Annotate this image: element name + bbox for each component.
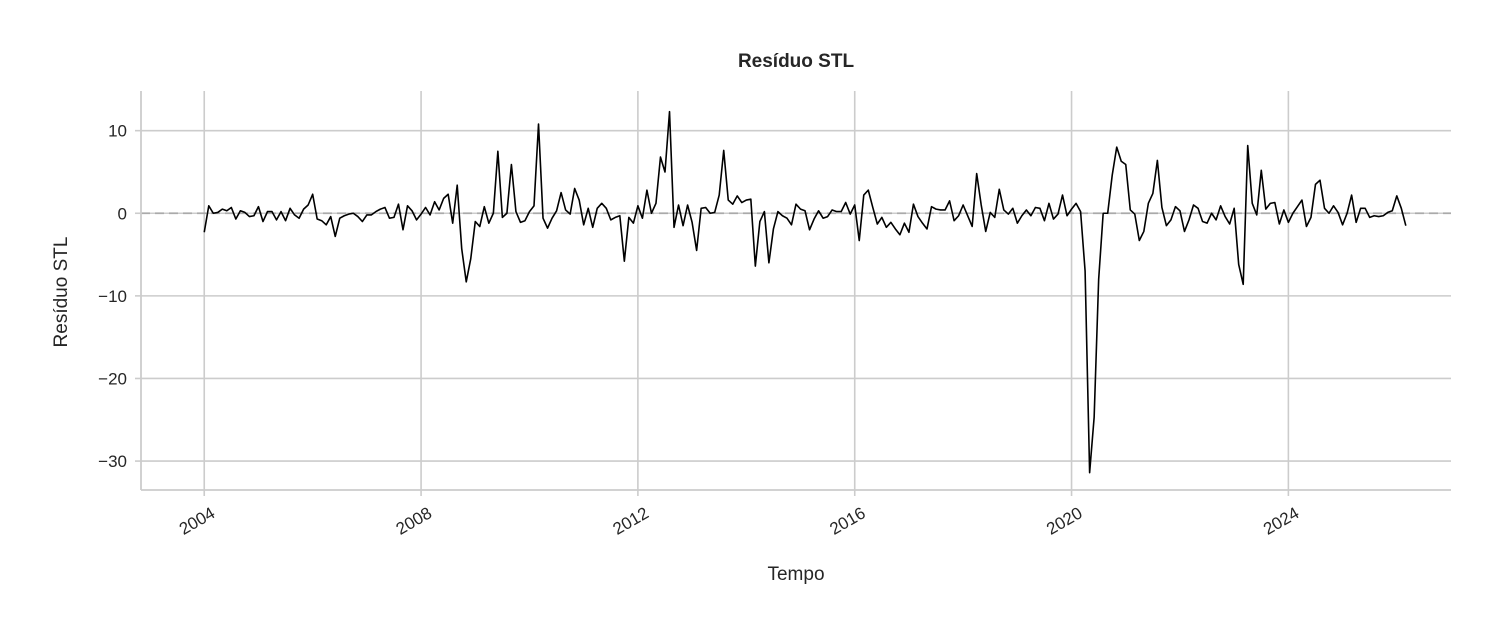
- axes-frame: [140, 91, 1451, 491]
- y-tick-label: 0: [118, 204, 127, 223]
- x-axis-ticks: 2004 2008 2012 2016 2020 2024: [176, 490, 1302, 539]
- y-tick-label: −20: [98, 369, 127, 388]
- x-tick-label: 2024: [1260, 503, 1302, 538]
- x-axis-label: Tempo: [767, 564, 824, 585]
- y-axis-ticks: 10 0 −10 −20 −30: [98, 122, 141, 471]
- grid: [141, 91, 1451, 490]
- x-tick-label: 2020: [1043, 503, 1085, 538]
- chart-title: Resíduo STL: [738, 51, 855, 72]
- y-tick-label: −30: [98, 452, 127, 471]
- x-tick-label: 2016: [826, 503, 868, 538]
- x-tick-label: 2012: [610, 503, 652, 538]
- y-axis-label: Resíduo STL: [51, 237, 72, 348]
- x-tick-label: 2004: [176, 503, 218, 538]
- y-tick-label: 10: [108, 122, 127, 141]
- y-tick-label: −10: [98, 287, 127, 306]
- series-line-residuo: [203, 110, 1407, 474]
- x-tick-label: 2008: [393, 503, 435, 538]
